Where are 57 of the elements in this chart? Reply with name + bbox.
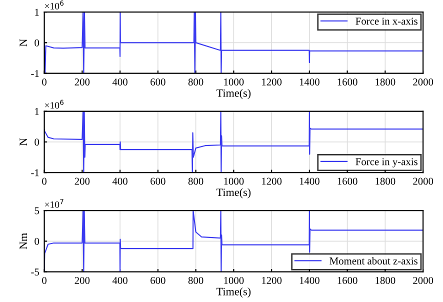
x-axis-title: Time(s) [216, 188, 251, 198]
y-tick-label: -1 [31, 169, 39, 176]
legend-label: Force in y-axis [356, 158, 418, 168]
x-tick-label: 1400 [300, 276, 320, 284]
x-tick-label: 800 [188, 276, 204, 284]
x-tick-label: 600 [150, 78, 166, 86]
x-tick-label: 1400 [300, 78, 320, 86]
x-tick-label: 1200 [262, 78, 282, 86]
x-tick-label: 2000 [413, 78, 434, 86]
x-axis-title: Time(s) [216, 89, 251, 100]
x-tick-label: 0 [42, 276, 47, 284]
text: ×10$^{6}$ [45, 100, 64, 109]
x-tick-label: 1200 [262, 178, 282, 185]
line-series [44, 111, 424, 173]
y-axis-title: N [20, 138, 28, 146]
x-tick-label: 1600 [338, 276, 358, 284]
x-tick-label: 1800 [376, 78, 396, 86]
x-tick-label: 0 [42, 78, 47, 86]
text: ×10$^{6}$ [45, 0, 64, 10]
x-tick-label: 1000 [224, 78, 244, 86]
y-axis-title: Nm [20, 233, 28, 250]
y-tick-label: -5 [31, 268, 40, 276]
x-tick-label: 200 [74, 78, 90, 86]
y-tick-label: 5 [34, 207, 40, 214]
y-tick-label: -1 [31, 70, 39, 77]
y-tick-label: 0 [34, 39, 40, 46]
x-tick-label: 1600 [338, 178, 358, 185]
x-tick-label: 0 [42, 178, 47, 185]
y-tick-label: 1 [35, 8, 39, 16]
x-tick-label: 400 [112, 78, 128, 86]
line-series [44, 12, 424, 74]
x-tick-label: 2000 [413, 276, 434, 284]
y-tick-label: 1 [35, 108, 39, 115]
x-tick-label: 800 [188, 78, 204, 86]
x-tick-label: 1400 [300, 178, 320, 185]
x-tick-label: 200 [74, 178, 90, 185]
y-tick-label: 0 [34, 138, 40, 146]
x-tick-label: 600 [150, 276, 166, 284]
legend-label: Moment about z-axis [330, 257, 418, 264]
y-axis-title: N [20, 38, 28, 46]
x-tick-label: 200 [74, 276, 90, 284]
text: ×10$^{7}$ [45, 199, 64, 208]
x-axis-title: Time(s) [216, 287, 251, 298]
x-tick-label: 1200 [262, 276, 282, 284]
x-tick-label: 1600 [338, 78, 358, 86]
x-tick-label: 400 [112, 276, 128, 284]
x-tick-label: 800 [188, 178, 204, 185]
y-tick-label: 0 [34, 238, 40, 245]
x-tick-label: 2000 [413, 178, 434, 185]
x-tick-label: 400 [112, 178, 128, 185]
legend-label: Force in x-axis [356, 18, 418, 25]
x-tick-label: 600 [150, 178, 166, 185]
x-tick-label: 1800 [376, 178, 396, 185]
x-tick-label: 1000 [224, 178, 244, 185]
x-tick-label: 1800 [376, 276, 396, 284]
line-series [44, 210, 424, 272]
x-tick-label: 1000 [224, 276, 244, 284]
